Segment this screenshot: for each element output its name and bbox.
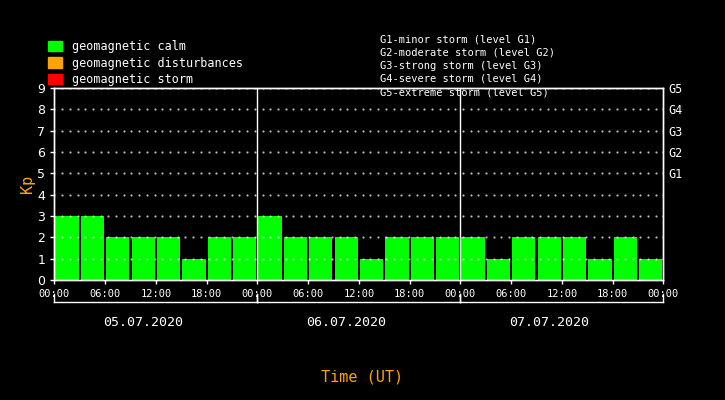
Text: 07.07.2020: 07.07.2020 — [509, 316, 589, 329]
Bar — [588, 259, 612, 280]
Legend: geomagnetic calm, geomagnetic disturbances, geomagnetic storm: geomagnetic calm, geomagnetic disturbanc… — [48, 40, 243, 86]
Bar — [157, 237, 181, 280]
Bar — [182, 259, 206, 280]
Bar — [131, 237, 155, 280]
Bar — [613, 237, 637, 280]
Bar — [207, 237, 231, 280]
Bar — [334, 237, 358, 280]
Bar — [283, 237, 307, 280]
Bar — [80, 216, 104, 280]
Text: G1-minor storm (level G1)
G2-moderate storm (level G2)
G3-strong storm (level G3: G1-minor storm (level G1) G2-moderate st… — [380, 34, 555, 97]
Bar — [537, 237, 561, 280]
Bar — [106, 237, 130, 280]
Bar — [55, 216, 79, 280]
Bar — [639, 259, 663, 280]
Bar — [410, 237, 434, 280]
Bar — [512, 237, 536, 280]
Bar — [385, 237, 409, 280]
Text: Time (UT): Time (UT) — [321, 369, 404, 384]
Bar — [360, 259, 384, 280]
Y-axis label: Kp: Kp — [20, 175, 35, 193]
Bar — [563, 237, 587, 280]
Bar — [436, 237, 460, 280]
Bar — [233, 237, 257, 280]
Bar — [461, 237, 485, 280]
Bar — [486, 259, 510, 280]
Bar — [309, 237, 333, 280]
Text: 05.07.2020: 05.07.2020 — [103, 316, 183, 329]
Bar — [258, 216, 282, 280]
Text: 06.07.2020: 06.07.2020 — [306, 316, 386, 329]
